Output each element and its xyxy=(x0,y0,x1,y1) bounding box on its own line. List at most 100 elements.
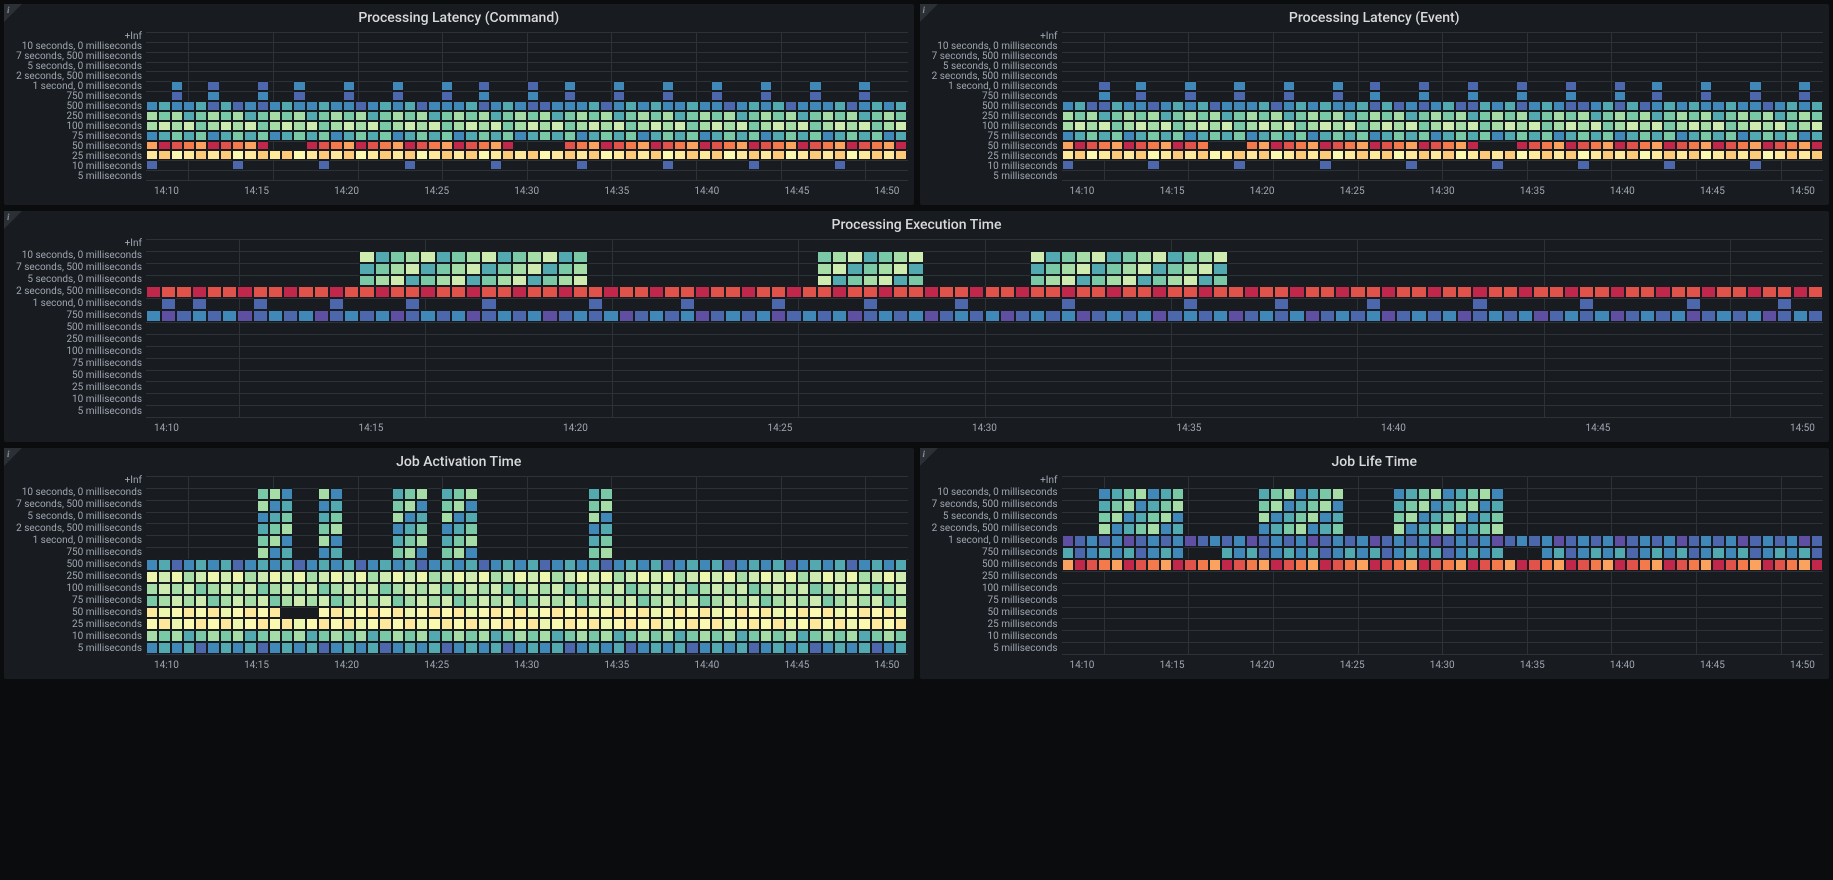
heatmap-cell[interactable] xyxy=(834,618,846,630)
heatmap-cell[interactable] xyxy=(695,286,710,298)
heatmap-cell[interactable] xyxy=(1137,286,1152,298)
heatmap-cell[interactable] xyxy=(748,559,760,571)
heatmap-cell[interactable] xyxy=(1455,131,1467,141)
heatmap-cell[interactable] xyxy=(306,111,318,121)
heatmap-cell[interactable] xyxy=(404,101,416,111)
heatmap-cell[interactable] xyxy=(379,618,391,630)
heatmap-cell[interactable] xyxy=(514,630,526,642)
heatmap-cell[interactable] xyxy=(863,310,878,322)
heatmap-cell[interactable] xyxy=(723,595,735,607)
heatmap-cell[interactable] xyxy=(1577,121,1589,131)
heatmap-cell[interactable] xyxy=(171,101,183,111)
heatmap-cell[interactable] xyxy=(465,488,477,500)
heatmap-cell[interactable] xyxy=(343,121,355,131)
heatmap-cell[interactable] xyxy=(1283,535,1295,547)
heatmap-cell[interactable] xyxy=(1086,559,1098,571)
heatmap-cell[interactable] xyxy=(1184,91,1196,101)
heatmap-cell[interactable] xyxy=(771,310,786,322)
heatmap-cell[interactable] xyxy=(600,618,612,630)
heatmap-cell[interactable] xyxy=(207,630,219,642)
heatmap-cell[interactable] xyxy=(1160,111,1172,121)
heatmap-cell[interactable] xyxy=(375,275,390,287)
heatmap-cell[interactable] xyxy=(1307,121,1319,131)
heatmap-cell[interactable] xyxy=(318,160,330,170)
heatmap-cell[interactable] xyxy=(785,583,797,595)
heatmap-cell[interactable] xyxy=(1111,111,1123,121)
heatmap-cell[interactable] xyxy=(797,595,809,607)
heatmap-cell[interactable] xyxy=(1663,131,1675,141)
heatmap-cell[interactable] xyxy=(1147,131,1159,141)
heatmap-cell[interactable] xyxy=(453,111,465,121)
heatmap-cell[interactable] xyxy=(1332,101,1344,111)
heatmap-cell[interactable] xyxy=(1405,559,1417,571)
heatmap-cell[interactable] xyxy=(1270,150,1282,160)
heatmap-cell[interactable] xyxy=(539,559,551,571)
heatmap-cell[interactable] xyxy=(318,547,330,559)
heatmap-cell[interactable] xyxy=(1111,512,1123,524)
heatmap-cell[interactable] xyxy=(1491,488,1503,500)
heatmap-cell[interactable] xyxy=(674,111,686,121)
heatmap-cell[interactable] xyxy=(883,595,895,607)
heatmap-cell[interactable] xyxy=(367,101,379,111)
heatmap-cell[interactable] xyxy=(207,91,219,101)
heatmap-cell[interactable] xyxy=(269,583,281,595)
heatmap-cell[interactable] xyxy=(1258,512,1270,524)
heatmap-cell[interactable] xyxy=(392,618,404,630)
heatmap-cell[interactable] xyxy=(871,618,883,630)
heatmap-cell[interactable] xyxy=(1491,131,1503,141)
heatmap-cell[interactable] xyxy=(244,571,256,583)
heatmap-cell[interactable] xyxy=(1344,111,1356,121)
heatmap-cell[interactable] xyxy=(772,642,784,654)
heatmap-cell[interactable] xyxy=(1455,523,1467,535)
heatmap-cell[interactable] xyxy=(1549,310,1564,322)
heatmap-cell[interactable] xyxy=(1259,286,1274,298)
plot-area[interactable] xyxy=(1062,476,1824,654)
heatmap-cell[interactable] xyxy=(514,150,526,160)
heatmap-cell[interactable] xyxy=(847,275,862,287)
heatmap-cell[interactable] xyxy=(343,131,355,141)
heatmap-cell[interactable] xyxy=(748,111,760,121)
heatmap-cell[interactable] xyxy=(1147,488,1159,500)
heatmap-cell[interactable] xyxy=(1663,160,1675,170)
heatmap-cell[interactable] xyxy=(1122,275,1137,287)
heatmap-cell[interactable] xyxy=(306,571,318,583)
heatmap-cell[interactable] xyxy=(1062,101,1074,111)
heatmap-cell[interactable] xyxy=(1233,535,1245,547)
heatmap-cell[interactable] xyxy=(453,121,465,131)
heatmap-cell[interactable] xyxy=(1430,488,1442,500)
heatmap-cell[interactable] xyxy=(711,81,723,91)
heatmap-cell[interactable] xyxy=(1295,523,1307,535)
heatmap-cell[interactable] xyxy=(497,251,512,263)
heatmap-cell[interactable] xyxy=(453,101,465,111)
heatmap-cell[interactable] xyxy=(1614,559,1626,571)
heatmap-cell[interactable] xyxy=(558,251,573,263)
heatmap-cell[interactable] xyxy=(650,131,662,141)
heatmap-cell[interactable] xyxy=(858,141,870,151)
heatmap-cell[interactable] xyxy=(797,571,809,583)
heatmap-cell[interactable] xyxy=(466,251,481,263)
heatmap-cell[interactable] xyxy=(1442,500,1454,512)
heatmap-cell[interactable] xyxy=(1455,121,1467,131)
heatmap-cell[interactable] xyxy=(1098,500,1110,512)
heatmap-cell[interactable] xyxy=(257,571,269,583)
heatmap-cell[interactable] xyxy=(834,160,846,170)
heatmap-cell[interactable] xyxy=(650,121,662,131)
heatmap-cell[interactable] xyxy=(269,523,281,535)
heatmap-cell[interactable] xyxy=(1062,141,1074,151)
heatmap-cell[interactable] xyxy=(1369,91,1381,101)
heatmap-cell[interactable] xyxy=(564,630,576,642)
heatmap-cell[interactable] xyxy=(416,488,428,500)
heatmap-cell[interactable] xyxy=(318,121,330,131)
heatmap-cell[interactable] xyxy=(1774,547,1786,559)
heatmap-cell[interactable] xyxy=(404,500,416,512)
heatmap-cell[interactable] xyxy=(1663,111,1675,121)
heatmap-cell[interactable] xyxy=(1737,141,1749,151)
heatmap-cell[interactable] xyxy=(711,101,723,111)
heatmap-cell[interactable] xyxy=(863,286,878,298)
heatmap-cell[interactable] xyxy=(564,101,576,111)
heatmap-cell[interactable] xyxy=(1579,286,1594,298)
heatmap-cell[interactable] xyxy=(183,642,195,654)
heatmap-cell[interactable] xyxy=(674,618,686,630)
heatmap-cell[interactable] xyxy=(183,571,195,583)
heatmap-cell[interactable] xyxy=(281,595,293,607)
